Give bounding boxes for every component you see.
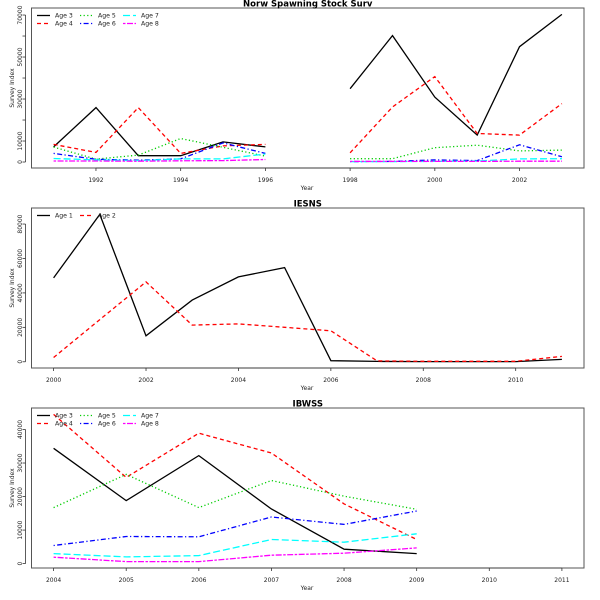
x-tick-label: 2006 <box>323 377 338 384</box>
legend-label: Age 4 <box>55 21 73 28</box>
series-line-age-8 <box>53 547 417 563</box>
legend-label: Age 3 <box>55 413 73 420</box>
x-tick-label: 1992 <box>88 177 103 184</box>
y-tick-label: 80000 <box>17 214 24 233</box>
series-line-age-5 <box>53 473 417 510</box>
x-tick-label: 2000 <box>46 377 61 384</box>
series-line-age-4 <box>53 413 417 541</box>
x-tick-label: 2009 <box>409 577 424 584</box>
y-tick-label: 20000 <box>17 318 24 337</box>
x-tick-label: 2007 <box>264 577 279 584</box>
y-tick-label: 30000 <box>17 89 24 108</box>
panel-2: IESNS 2000 2002 2004 2006 2008 2010 Year 0 20000 4… <box>9 200 585 392</box>
legend: Age 1 Age 2 <box>37 213 116 220</box>
y-tick-label: 10000 <box>17 131 24 150</box>
panel-title: IBWSS <box>293 400 323 410</box>
y-tick-label: 60000 <box>17 249 24 268</box>
y-tick-label: 10000 <box>17 520 24 539</box>
x-tick-label: 1998 <box>342 177 357 184</box>
panel-3: IBWSS 2004 2005 2006 2007 2008 2009 2010 2011 Yea… <box>9 400 585 592</box>
series-line-age-1 <box>53 213 562 363</box>
legend-label: Age 8 <box>141 421 159 428</box>
plot-frame <box>31 7 585 169</box>
y-tick-label: 30000 <box>17 453 24 472</box>
legend-label: Age 6 <box>98 421 116 428</box>
x-axis-title: Year <box>300 185 314 192</box>
x-tick-label: 2002 <box>512 177 527 184</box>
x-tick-label: 2002 <box>138 377 153 384</box>
y-axis: 0 10000 20000 30000 40000 Survey Index <box>9 420 26 566</box>
y-tick-label: 0 <box>17 562 24 566</box>
series-line-age-7 <box>53 533 417 558</box>
x-axis: 1992 1994 1996 1998 2000 2002 Year <box>88 167 527 192</box>
x-axis-title: Year <box>300 585 314 592</box>
series-line-age-3 <box>53 13 563 157</box>
y-tick-label: 70000 <box>17 5 24 24</box>
y-tick-label: 0 <box>17 160 24 164</box>
x-tick-label: 1994 <box>173 177 188 184</box>
x-tick-label: 2010 <box>482 577 497 584</box>
x-axis-title: Year <box>300 385 314 392</box>
y-axis-title: Survey Index <box>9 268 16 308</box>
x-tick-label: 2000 <box>427 177 442 184</box>
legend-label: Age 3 <box>55 13 73 20</box>
y-axis-title: Survey Index <box>9 468 16 508</box>
legend-label: Age 4 <box>55 421 73 428</box>
y-tick-label: 40000 <box>17 420 24 439</box>
x-axis: 2004 2005 2006 2007 2008 2009 2010 2011 Year <box>46 567 570 592</box>
series-line-age-5 <box>53 137 562 160</box>
legend-label: Age 5 <box>98 413 116 420</box>
series-line-age-2 <box>53 281 562 362</box>
legend-label: Age 7 <box>141 413 159 420</box>
panel-title: IESNS <box>294 200 322 210</box>
x-tick-label: 2004 <box>231 377 246 384</box>
legend-label: Age 7 <box>141 13 159 20</box>
plot-frame <box>31 207 585 369</box>
panel-title: Norw Spawning Stock Surv <box>243 0 373 10</box>
y-tick-label: 20000 <box>17 487 24 506</box>
y-tick-label: 50000 <box>17 47 24 66</box>
x-tick-label: 2004 <box>46 577 61 584</box>
x-tick-label: 2005 <box>119 577 134 584</box>
y-tick-label: 40000 <box>17 283 24 302</box>
legend-label: Age 6 <box>98 21 116 28</box>
y-axis: 0 20000 40000 60000 80000 Survey Index <box>9 214 26 364</box>
series-line-age-4 <box>53 75 563 155</box>
x-tick-label: 2011 <box>554 577 569 584</box>
y-axis-title: Survey Index <box>9 68 16 108</box>
series-line-age-3 <box>53 447 417 555</box>
legend-label: Age 2 <box>98 213 116 220</box>
legend-label: Age 8 <box>141 21 159 28</box>
x-axis: 2000 2002 2004 2006 2008 2010 Year <box>46 367 524 392</box>
y-axis: 0 10000 30000 50000 70000 Survey Index <box>9 5 26 164</box>
series-line-age-8 <box>53 158 562 163</box>
legend-label: Age 1 <box>55 213 73 220</box>
x-tick-label: 2006 <box>191 577 206 584</box>
x-tick-label: 1996 <box>258 177 273 184</box>
x-tick-label: 2010 <box>508 377 523 384</box>
x-tick-label: 2008 <box>416 377 431 384</box>
panel-1: Norw Spawning Stock Surv 1992 1994 1996 1998… <box>9 0 585 192</box>
series-line-age-6 <box>53 510 417 547</box>
y-tick-label: 0 <box>17 360 24 364</box>
x-tick-label: 2008 <box>336 577 351 584</box>
legend-label: Age 5 <box>98 13 116 20</box>
